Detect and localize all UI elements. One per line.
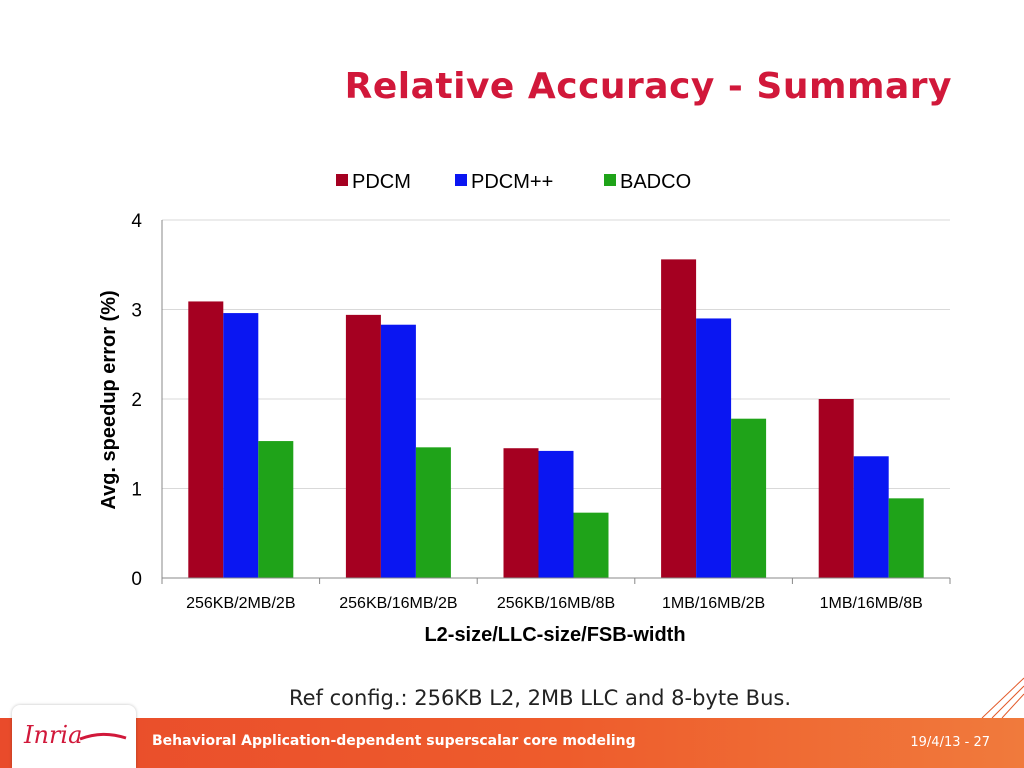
reference-config-caption: Ref config.: 256KB L2, 2MB LLC and 8-byt… [288, 686, 791, 710]
footer-bar [0, 718, 1024, 768]
bar-badco [415, 447, 451, 578]
bar-badco [731, 418, 767, 578]
bar-pdcm [661, 259, 697, 578]
bar-badco [888, 498, 924, 578]
svg-text:Inria: Inria [23, 721, 82, 749]
legend-swatch-pdcmplusplus [455, 174, 467, 186]
chart-gridlines [162, 219, 950, 489]
y-tick-label: 4 [131, 211, 142, 232]
footer-date-page: 19/4/13 - 27 [910, 735, 990, 750]
y-tick-label: 2 [131, 390, 142, 411]
bar-pdcmplusplus [223, 313, 259, 578]
bar-pdcm [345, 314, 381, 578]
legend-label: BADCO [620, 171, 691, 193]
legend-swatch-badco [604, 174, 616, 186]
chart-tick-labels: 0 1 2 3 4 256KB/2MB/2B 256KB/16MB/2B 256KB/16MB… [131, 211, 922, 612]
x-tick-label: 256KB/16MB/2B [339, 595, 457, 612]
legend-swatch-pdcm [336, 174, 348, 186]
inria-logo: Inria [12, 705, 136, 768]
legend-label: PDCM++ [471, 171, 553, 193]
y-axis-label: Avg. speedup error (%) [98, 290, 120, 509]
x-tick-label: 256KB/16MB/8B [497, 595, 615, 612]
y-tick-label: 3 [131, 301, 142, 322]
legend-label: PDCM [352, 171, 411, 193]
x-tick-label: 1MB/16MB/8B [820, 595, 923, 612]
bar-chart: 0 1 2 3 4 256KB/2MB/2B 256KB/16MB/2B 256KB/16MB… [98, 171, 951, 646]
chart-bars [188, 259, 924, 578]
footer-title: Behavioral Application-dependent supersc… [152, 733, 636, 749]
slide-title: Relative Accuracy - Summary [344, 66, 952, 107]
bar-pdcmplusplus [538, 450, 574, 578]
chart-legend: PDCM PDCM++ BADCO [336, 171, 691, 193]
y-tick-label: 0 [131, 569, 142, 590]
bar-badco [258, 441, 294, 578]
x-axis-label: L2-size/LLC-size/FSB-width [424, 624, 685, 646]
bar-pdcm [188, 301, 224, 578]
bar-pdcmplusplus [380, 324, 416, 578]
x-tick-label: 1MB/16MB/2B [662, 595, 765, 612]
bar-pdcmplusplus [853, 456, 889, 578]
decorative-lines [981, 677, 1024, 718]
bar-pdcm [818, 399, 854, 578]
x-tick-label: 256KB/2MB/2B [186, 595, 295, 612]
bar-badco [573, 512, 609, 578]
bar-pdcmplusplus [696, 318, 732, 578]
y-tick-label: 1 [131, 480, 142, 501]
bar-pdcm [503, 448, 539, 578]
chart-axes [161, 220, 951, 584]
